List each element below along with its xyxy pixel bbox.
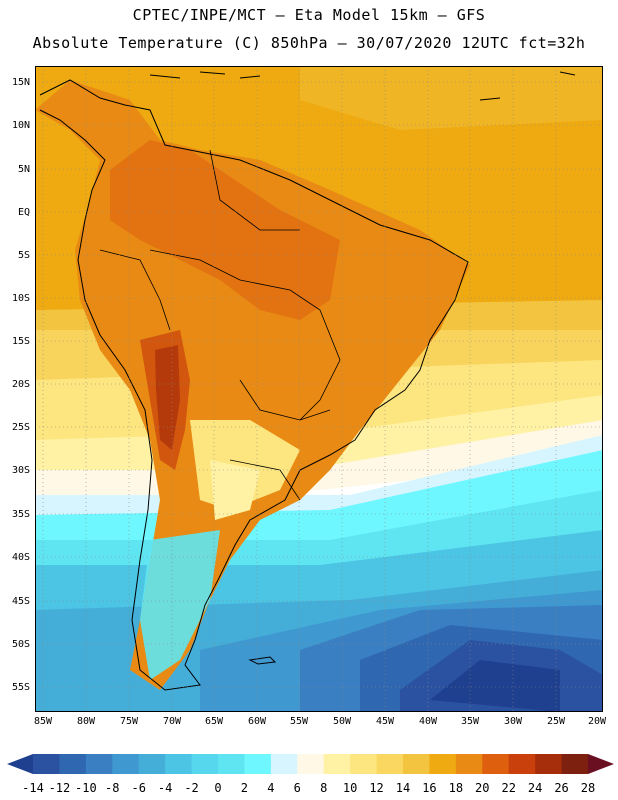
color-scale-label: 6 bbox=[293, 781, 301, 795]
lon-label: 20W bbox=[587, 716, 607, 727]
falkland-islands bbox=[248, 656, 277, 665]
lon-label: 60W bbox=[247, 716, 267, 727]
color-swatch bbox=[350, 754, 378, 774]
color-swatch bbox=[112, 754, 140, 774]
continent-hot-core bbox=[110, 140, 340, 320]
lon-label: 70W bbox=[162, 716, 182, 727]
color-scale-label: -10 bbox=[75, 781, 97, 795]
color-scale-label: -2 bbox=[184, 781, 199, 795]
lon-label: 25W bbox=[546, 716, 566, 727]
caribbean-islands bbox=[149, 71, 576, 101]
lat-label: 40S bbox=[11, 552, 30, 563]
color-swatch bbox=[33, 754, 60, 774]
color-scale-label: -12 bbox=[48, 781, 71, 795]
lat-label: 55S bbox=[11, 682, 30, 693]
south-cream-land bbox=[210, 460, 260, 520]
color-swatch bbox=[376, 754, 404, 774]
lat-label: 10N bbox=[11, 120, 30, 131]
lon-label: 30W bbox=[503, 716, 523, 727]
title-line-2: Absolute Temperature (C) 850hPa – 30/07/… bbox=[32, 34, 586, 52]
lat-label: 30S bbox=[11, 465, 30, 476]
color-scale-label: 12 bbox=[369, 781, 384, 795]
color-swatch bbox=[270, 754, 298, 774]
color-scale-label: 22 bbox=[501, 781, 516, 795]
color-scale-label: 0 bbox=[214, 781, 222, 795]
color-scale-label: 14 bbox=[395, 781, 411, 795]
color-swatches bbox=[7, 754, 614, 774]
lon-label: 55W bbox=[289, 716, 309, 727]
color-scale-label: 18 bbox=[448, 781, 464, 795]
color-scale-label: -4 bbox=[157, 781, 173, 795]
lon-label: 65W bbox=[204, 716, 224, 727]
lat-label: 5S bbox=[17, 250, 30, 261]
lon-label: 35W bbox=[460, 716, 480, 727]
color-swatch bbox=[429, 754, 457, 774]
graticule bbox=[35, 66, 603, 712]
color-swatch bbox=[85, 754, 113, 774]
band-core-blue bbox=[430, 660, 560, 712]
color-scale-label: 16 bbox=[422, 781, 437, 795]
temperature-map bbox=[35, 66, 603, 712]
coastline bbox=[39, 79, 469, 691]
color-scale-label: -6 bbox=[131, 781, 146, 795]
color-scale-label: 10 bbox=[342, 781, 358, 795]
color-swatch bbox=[323, 754, 351, 774]
color-scale-label: 20 bbox=[475, 781, 490, 795]
color-scale-label: 8 bbox=[320, 781, 328, 795]
borders bbox=[99, 149, 341, 501]
lon-label: 80W bbox=[76, 716, 96, 727]
lon-label: 50W bbox=[332, 716, 352, 727]
color-scale-label: 2 bbox=[240, 781, 249, 795]
andes-hotter bbox=[155, 345, 180, 450]
lon-label: 85W bbox=[33, 716, 53, 727]
color-swatch bbox=[535, 754, 563, 774]
lat-label: 25S bbox=[11, 422, 30, 433]
color-swatch bbox=[508, 754, 536, 774]
lat-label: 5N bbox=[17, 164, 30, 175]
lon-label: 45W bbox=[375, 716, 395, 727]
lat-label: 15N bbox=[11, 77, 30, 88]
lat-label: 20S bbox=[11, 379, 30, 390]
color-scale-label: -14 bbox=[22, 781, 44, 795]
lat-label: 15S bbox=[11, 336, 30, 347]
color-scale-label: 24 bbox=[527, 781, 543, 795]
lat-label: 50S bbox=[11, 639, 30, 650]
patagonia-land bbox=[140, 530, 220, 680]
color-scale-label: 4 bbox=[267, 781, 275, 795]
color-swatch bbox=[244, 754, 272, 774]
color-scale-label: -8 bbox=[105, 781, 120, 795]
lat-label: 35S bbox=[11, 509, 30, 520]
color-swatch bbox=[7, 754, 33, 774]
color-swatch bbox=[191, 754, 219, 774]
color-swatch bbox=[59, 754, 87, 774]
color-swatch bbox=[138, 754, 166, 774]
color-swatch bbox=[165, 754, 193, 774]
color-swatch bbox=[218, 754, 245, 774]
color-scale-bar bbox=[7, 754, 614, 774]
title-line-1: CPTEC/INPE/MCT – Eta Model 15km – GFS bbox=[132, 6, 486, 24]
color-swatch bbox=[561, 754, 589, 774]
color-swatch bbox=[482, 754, 510, 774]
color-swatch bbox=[403, 754, 430, 774]
color-swatch bbox=[455, 754, 483, 774]
lat-label: 45S bbox=[11, 596, 30, 607]
lat-label: EQ bbox=[17, 207, 30, 218]
map-border bbox=[35, 66, 603, 712]
lat-label: 10S bbox=[11, 293, 30, 304]
lon-label: 40W bbox=[418, 716, 438, 727]
color-scale-label: 26 bbox=[554, 781, 569, 795]
color-swatch bbox=[297, 754, 325, 774]
color-scale-label: 28 bbox=[580, 781, 596, 795]
color-swatch bbox=[588, 754, 614, 774]
lon-label: 75W bbox=[119, 716, 139, 727]
